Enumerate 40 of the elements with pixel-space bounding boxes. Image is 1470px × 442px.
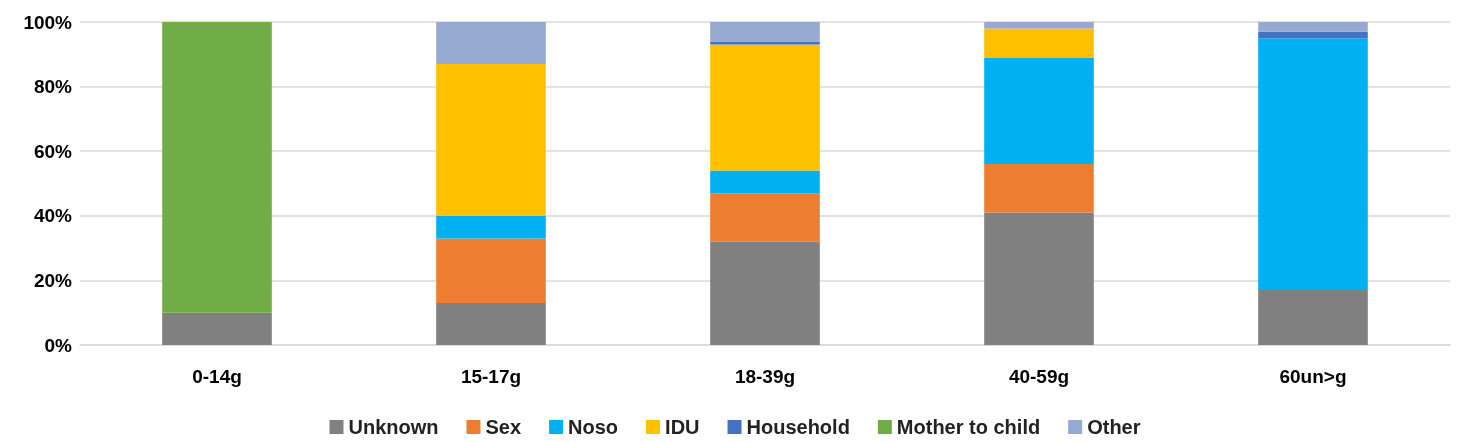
y-tick-label: 20% bbox=[33, 269, 73, 291]
bar bbox=[710, 44, 820, 171]
bar bbox=[710, 241, 820, 345]
bar bbox=[436, 303, 546, 345]
bar bbox=[1258, 31, 1368, 39]
legend-label: Noso bbox=[568, 416, 619, 438]
bar bbox=[710, 193, 820, 242]
y-tick-label: 60% bbox=[33, 140, 73, 162]
bar bbox=[710, 170, 820, 194]
bar bbox=[436, 238, 546, 304]
y-tick-label: 40% bbox=[33, 205, 73, 227]
bar bbox=[984, 57, 1094, 165]
bar bbox=[984, 212, 1094, 345]
bar bbox=[1258, 290, 1368, 345]
bar bbox=[1258, 22, 1368, 32]
y-tick-label: 100% bbox=[23, 11, 73, 33]
legend-label: Mother to child bbox=[896, 416, 1041, 438]
bar bbox=[436, 22, 546, 64]
bar bbox=[984, 28, 1094, 58]
bar bbox=[162, 312, 272, 345]
bar bbox=[984, 22, 1094, 29]
bar bbox=[710, 22, 820, 42]
bar bbox=[710, 41, 820, 45]
x-tick-label: 60un>g bbox=[1279, 366, 1347, 387]
x-tick-label: 0-14g bbox=[192, 366, 242, 387]
x-tick-label: 18-39g bbox=[734, 366, 796, 387]
x-tick-label: 40-59g bbox=[1008, 366, 1070, 387]
bar bbox=[436, 63, 546, 216]
legend-label: Household bbox=[746, 416, 850, 438]
legend-label: Unknown bbox=[348, 416, 439, 438]
bar bbox=[436, 215, 546, 239]
legend-label: IDU bbox=[665, 416, 700, 438]
bar bbox=[162, 22, 272, 313]
bar bbox=[984, 164, 1094, 213]
y-tick-label: 80% bbox=[33, 76, 73, 98]
legend-label: Other bbox=[1087, 416, 1141, 438]
legend-label: Sex bbox=[485, 416, 522, 438]
y-tick-label: 0% bbox=[44, 334, 73, 356]
bar bbox=[1258, 38, 1368, 291]
x-tick-label: 15-17g bbox=[460, 366, 522, 387]
